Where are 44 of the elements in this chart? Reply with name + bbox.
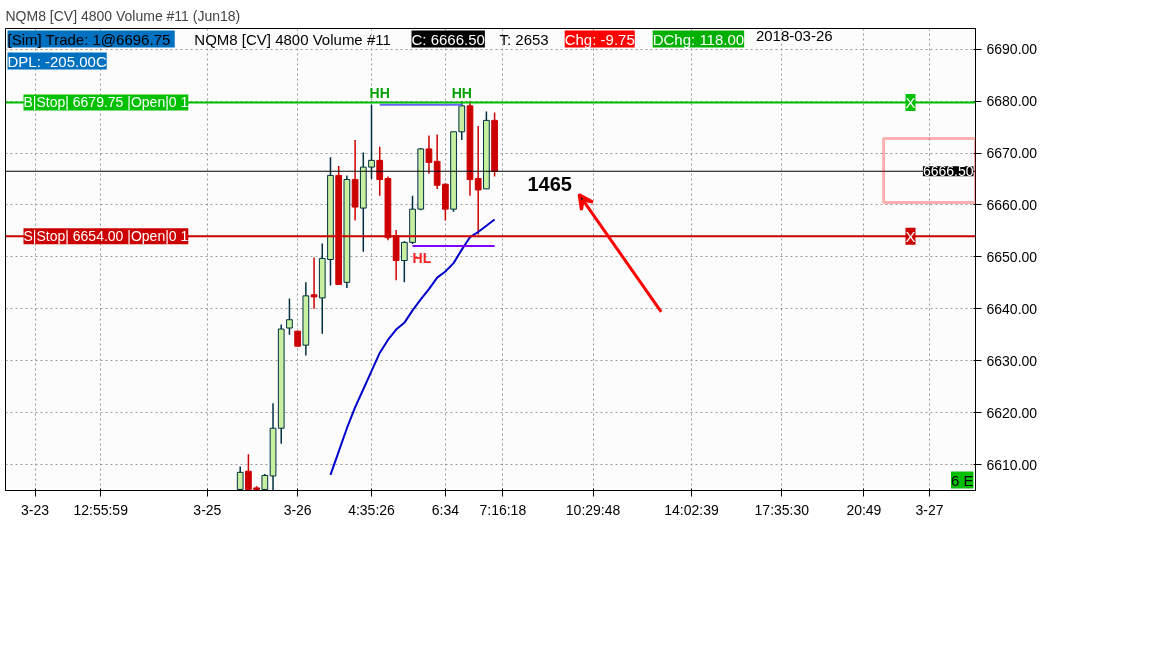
annotation: C: 6666.50 — [411, 30, 485, 48]
y-tick-label: 6640.00 — [986, 300, 1038, 317]
annotation: DPL: -205.00C — [7, 52, 107, 70]
annotation: X — [905, 93, 916, 111]
ref-line-label: B|Stop| 6679.75 |Open|0 1 — [23, 94, 189, 111]
x-tick-label: 6:34 — [431, 501, 460, 518]
x-tick-label: 4:35:26 — [348, 501, 396, 518]
y-tick-label: 6610.00 — [986, 456, 1038, 473]
y-tick-label: 6660.00 — [986, 196, 1038, 213]
annotation: DChg: 118.00 — [652, 30, 745, 48]
annotation: HL — [412, 250, 432, 266]
x-tick-label: 20:49 — [846, 501, 882, 518]
x-tick-label: 3-23 — [21, 501, 50, 518]
y-tick-label: 6670.00 — [986, 145, 1038, 162]
annotation: [Sim] Trade: 1@6696.75 — [7, 30, 171, 48]
candlestick — [286, 297, 293, 336]
y-tick-label: 6680.00 — [986, 93, 1038, 110]
x-tick-label: 7:16:18 — [479, 501, 527, 518]
x-tick-label: 3-27 — [915, 501, 944, 518]
annotation: 6 E — [950, 471, 974, 489]
annotation: NQM8 [CV] 4800 Volume #11 — [194, 30, 391, 48]
y-tick-label: 6690.00 — [986, 41, 1038, 58]
x-tick-label: 3-26 — [283, 501, 312, 518]
annotation: X — [905, 227, 916, 245]
annotation: 2018-03-26 — [755, 26, 833, 44]
chart-title: NQM8 [CV] 4800 Volume #11 (Jun18) — [5, 7, 241, 24]
x-tick-label: 3-25 — [193, 501, 222, 518]
annotation: Chg: -9.75 — [564, 30, 635, 48]
candlestick — [425, 134, 433, 175]
x-tick-label: 10:29:48 — [565, 501, 621, 518]
x-tick-label: 17:35:30 — [754, 501, 810, 518]
y-tick-label: 6630.00 — [986, 352, 1038, 369]
x-tick-label: 12:55:59 — [73, 501, 129, 518]
ref-line-label: S|Stop| 6654.00 |Open|0 1 — [23, 228, 189, 245]
x-tick-label: 14:02:39 — [664, 501, 720, 518]
annotation: T: 2653 — [499, 30, 549, 48]
annotation: HH — [451, 84, 472, 101]
line-series — [329, 218, 496, 476]
annotation: 1465 — [527, 173, 572, 196]
y-tick-label: 6620.00 — [986, 404, 1038, 421]
annotation: HH — [369, 84, 390, 101]
candlestick — [310, 256, 318, 310]
ref-line-label: 6666.50 — [922, 163, 974, 180]
y-tick-label: 6650.00 — [986, 248, 1038, 265]
